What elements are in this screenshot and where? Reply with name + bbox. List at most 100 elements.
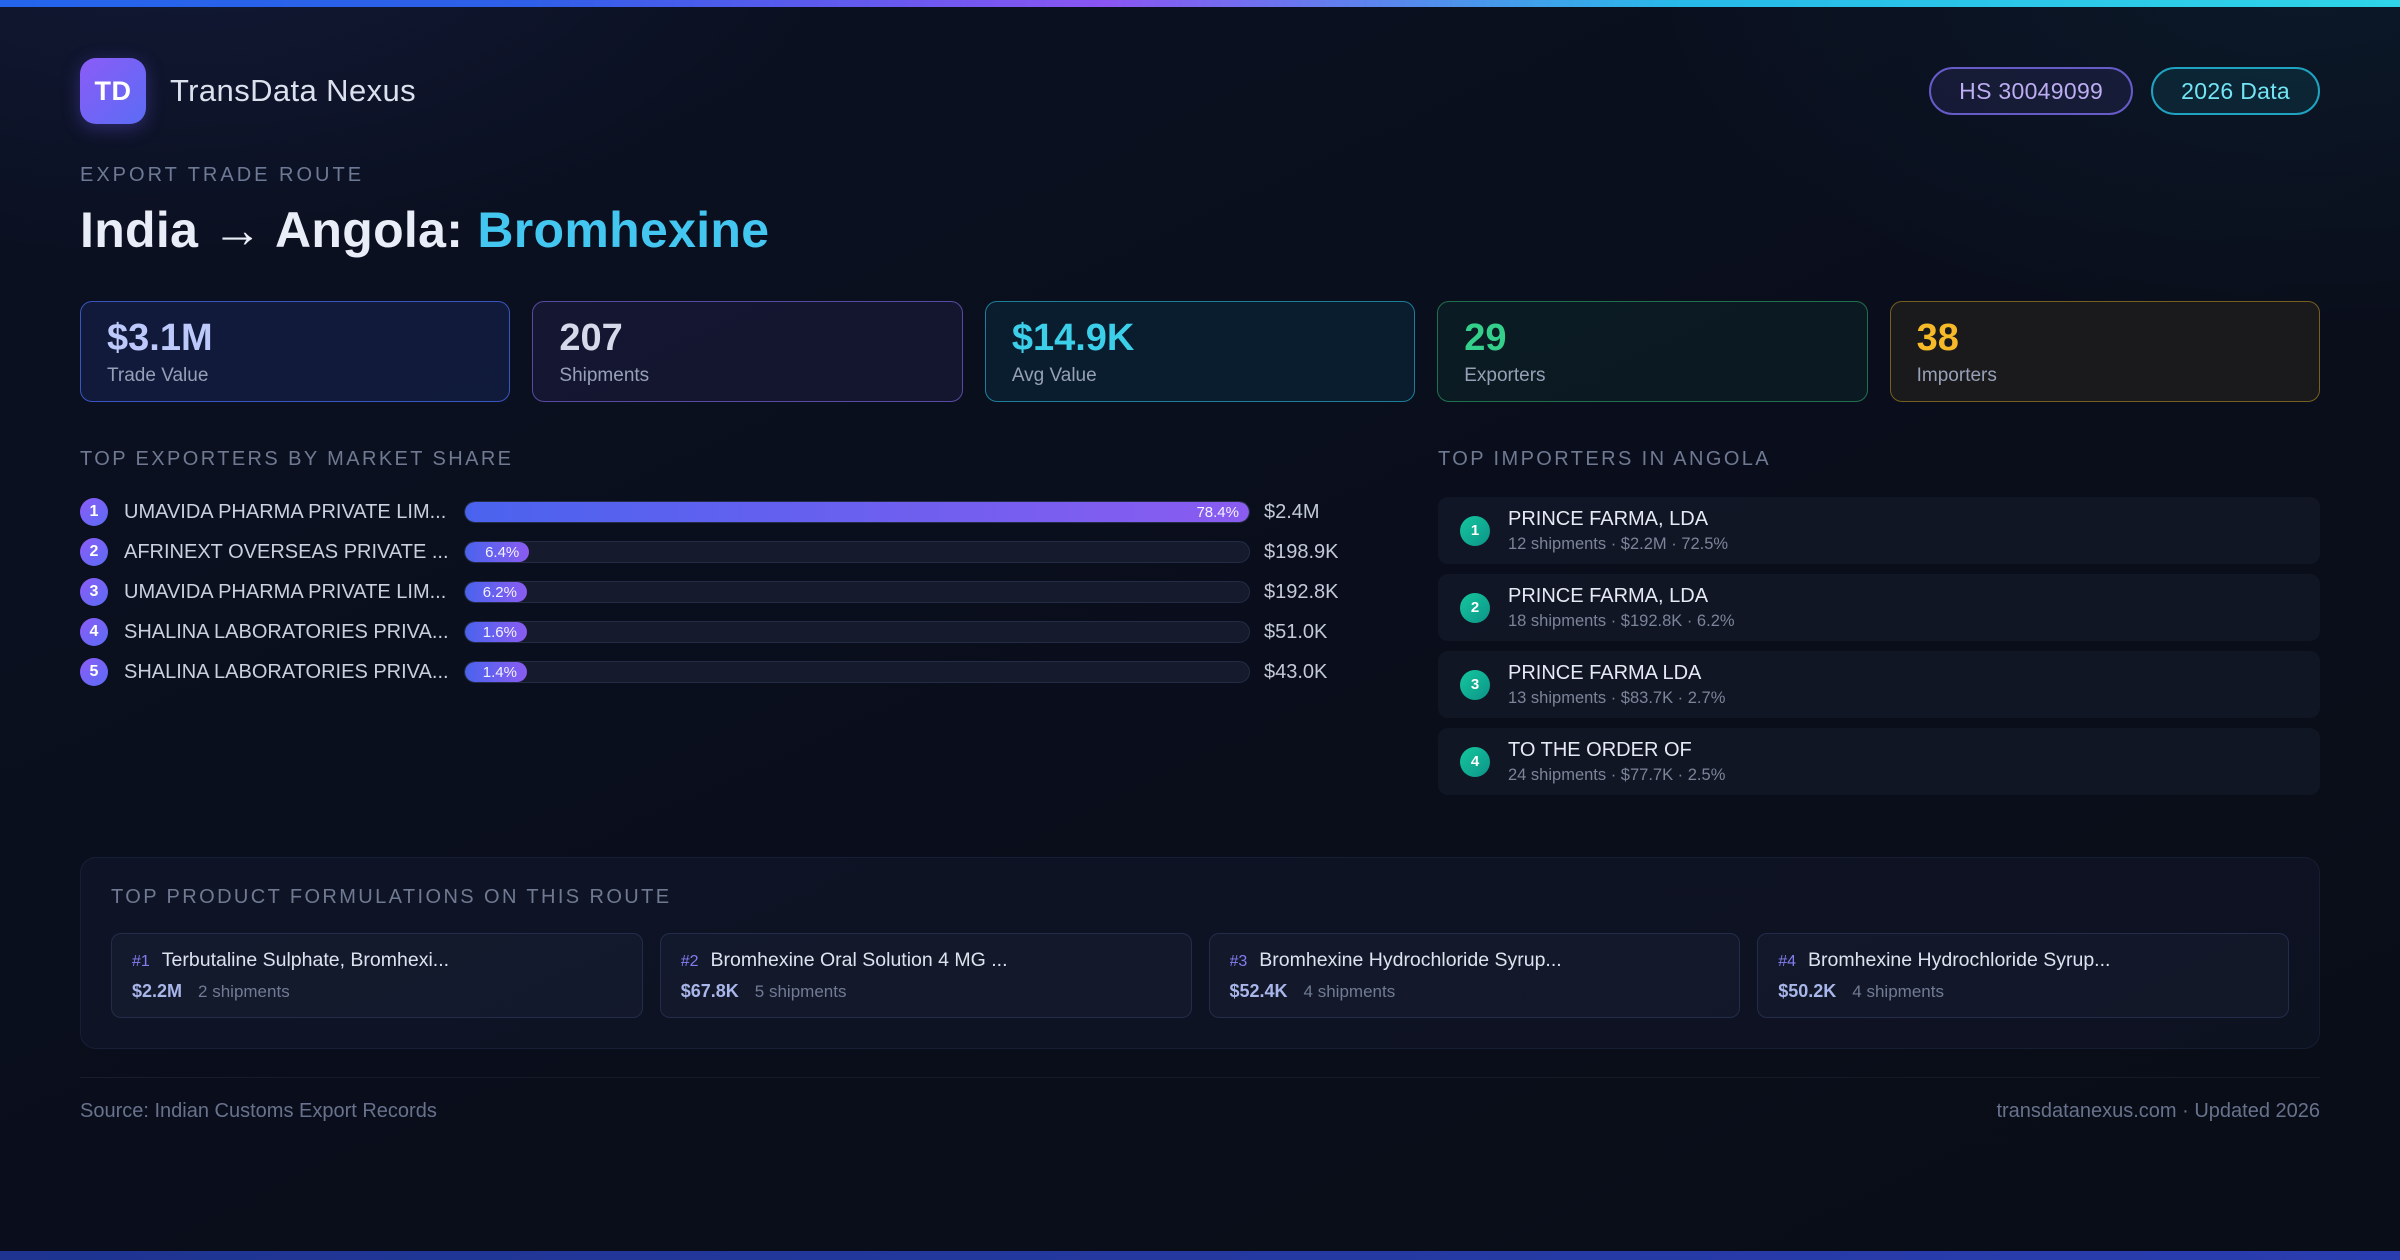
formulation-name: Bromhexine Oral Solution 4 MG ... [710,949,1008,971]
exporter-row: 2 AFRINEXT OVERSEAS PRIVATE ... 6.4% $19… [80,537,1376,567]
year-data-badge[interactable]: 2026 Data [2151,67,2320,115]
formulation-value: $50.2K [1778,981,1837,1001]
formulation-card: #1 Terbutaline Sulphate, Bromhexi... $2.… [111,933,643,1018]
formulation-title-row: #1 Terbutaline Sulphate, Bromhexi... [132,949,622,972]
importer-rank-badge: 1 [1460,515,1490,546]
market-share-fill: 6.4% [465,542,530,562]
importer-info: PRINCE FARMA, LDA 18 shipments · $192.8K… [1508,585,1735,631]
rank-badge: 5 [80,658,108,686]
stat-value: 38 [1916,316,1959,359]
exporter-name: SHALINA LABORATORIES PRIVA... [124,660,449,683]
stat-label: Avg Value [1011,364,1097,386]
footer-site: transdatanexus.com · Updated 2026 [1996,1100,2320,1122]
stat-label: Importers [1916,364,1997,386]
page-title: India → Angola: Bromhexine [80,201,2320,259]
formulation-title-row: #2 Bromhexine Oral Solution 4 MG ... [681,949,1171,972]
stat-value: 29 [1464,316,1507,359]
formulation-shipments: 4 shipments [1303,982,1396,1001]
stats-row: $3.1M Trade Value 207 Shipments $14.9K A… [80,301,2321,402]
importer-row: 3 PRINCE FARMA LDA 13 shipments · $83.7K… [1438,651,2320,718]
market-share-percent: 6.2% [482,583,517,601]
importer-detail: 24 shipments · $77.7K · 2.5% [1508,765,1726,784]
formulation-value: $2.2M [132,981,183,1001]
rank-badge: 3 [80,578,108,606]
exporter-value: $43.0K [1264,660,1328,683]
formulation-name: Bromhexine Hydrochloride Syrup... [1808,949,2111,971]
exporters-section: TOP EXPORTERS BY MARKET SHARE 1 UMAVIDA … [80,448,1376,697]
hs-code-badge[interactable]: HS 30049099 [1929,67,2134,115]
formulation-shipments: 4 shipments [1852,982,1944,1001]
importer-detail: 18 shipments · $192.8K · 6.2% [1508,611,1735,630]
stat-value: $14.9K [1011,316,1135,359]
formulation-stats-row: $2.2M 2 shipments [132,981,622,1002]
market-share-bar: 6.2% [464,581,1250,603]
stat-card-exporters: 29 Exporters [1437,301,1868,402]
importer-detail: 13 shipments · $83.7K · 2.7% [1508,688,1726,707]
importer-row: 2 PRINCE FARMA, LDA 18 shipments · $192.… [1438,574,2320,641]
formulation-value: $67.8K [680,981,739,1001]
formulation-stats-row: $50.2K 4 shipments [1778,981,2268,1002]
stat-card-trade-value: $3.1M Trade Value [80,301,511,402]
exporter-row: 4 SHALINA LABORATORIES PRIVA... 1.6% $51… [80,617,1376,647]
importer-name: PRINCE FARMA LDA [1508,661,1702,684]
exporter-value: $192.8K [1264,580,1339,603]
importer-name: PRINCE FARMA, LDA [1508,507,1709,530]
importer-info: PRINCE FARMA, LDA 12 shipments · $2.2M ·… [1508,508,1728,554]
page-eyebrow: EXPORT TRADE ROUTE [80,164,365,186]
formulation-rank: #2 [680,953,699,970]
exporter-value: $51.0K [1264,620,1328,643]
exporter-row: 5 SHALINA LABORATORIES PRIVA... 1.4% $43… [80,657,1376,687]
exporter-name: UMAVIDA PHARMA PRIVATE LIM... [124,580,447,603]
importer-name: TO THE ORDER OF [1508,738,1692,761]
formulation-shipments: 2 shipments [198,982,290,1001]
formulation-value: $52.4K [1229,981,1288,1001]
formulation-title-row: #4 Bromhexine Hydrochloride Syrup... [1778,949,2268,972]
header: TD TransData Nexus HS 30049099 2026 Data [80,58,2320,124]
rank-badge: 4 [80,618,108,646]
formulation-name: Terbutaline Sulphate, Bromhexi... [161,949,450,971]
stat-value: $3.1M [107,316,213,359]
main-columns: TOP EXPORTERS BY MARKET SHARE 1 UMAVIDA … [80,448,2320,805]
title-product: Bromhexine [477,202,770,258]
stat-value: 207 [559,316,623,359]
importers-section: TOP IMPORTERS IN ANGOLA 1 PRINCE FARMA, … [1438,448,2320,805]
importer-info: PRINCE FARMA LDA 13 shipments · $83.7K ·… [1508,662,1725,708]
stat-label: Shipments [559,364,650,386]
importer-rank-badge: 3 [1460,669,1490,700]
market-share-fill: 78.4% [465,502,1249,522]
exporter-value: $2.4M [1264,500,1320,523]
market-share-bar: 78.4% [464,501,1250,523]
market-share-fill: 1.4% [465,662,527,682]
formulation-stats-row: $52.4K 4 shipments [1230,981,1720,1002]
market-share-bar: 6.4% [464,541,1250,563]
stat-card-avg-value: $14.9K Avg Value [984,301,1416,402]
market-share-fill: 1.6% [465,622,527,642]
bottom-accent-bar [0,1251,2400,1260]
rank-badge: 2 [80,538,108,566]
importer-rank-badge: 2 [1460,592,1490,623]
importers-heading: TOP IMPORTERS IN ANGOLA [1438,448,1772,470]
footer-source: Source: Indian Customs Export Records [80,1100,437,1122]
importer-info: TO THE ORDER OF 24 shipments · $77.7K · … [1508,739,1725,785]
page: TD TransData Nexus HS 30049099 2026 Data… [80,58,2321,1123]
formulation-shipments: 5 shipments [754,982,847,1001]
importer-name: PRINCE FARMA, LDA [1508,584,1709,607]
formulation-rank: #4 [1778,953,1797,970]
exporters-heading: TOP EXPORTERS BY MARKET SHARE [80,448,514,470]
exporter-name: AFRINEXT OVERSEAS PRIVATE ... [124,540,449,563]
importer-detail: 12 shipments · $2.2M · 72.5% [1508,534,1729,553]
exporter-name: SHALINA LABORATORIES PRIVA... [124,620,449,643]
market-share-bar: 1.4% [464,661,1250,683]
footer: Source: Indian Customs Export Records tr… [80,1077,2320,1123]
importer-rank-badge: 4 [1460,746,1490,777]
stat-label: Trade Value [107,364,209,386]
app-logo: TD [80,58,146,124]
title-route: India → Angola: [80,202,478,258]
market-share-percent: 78.4% [1196,503,1239,521]
app-name: TransData Nexus [170,73,417,108]
market-share-fill: 6.2% [465,582,527,602]
formulation-card: #4 Bromhexine Hydrochloride Syrup... $50… [1757,933,2289,1018]
exporter-row: 3 UMAVIDA PHARMA PRIVATE LIM... 6.2% $19… [80,577,1376,607]
stat-card-importers: 38 Importers [1889,301,2321,402]
top-accent-bar [0,0,2400,7]
